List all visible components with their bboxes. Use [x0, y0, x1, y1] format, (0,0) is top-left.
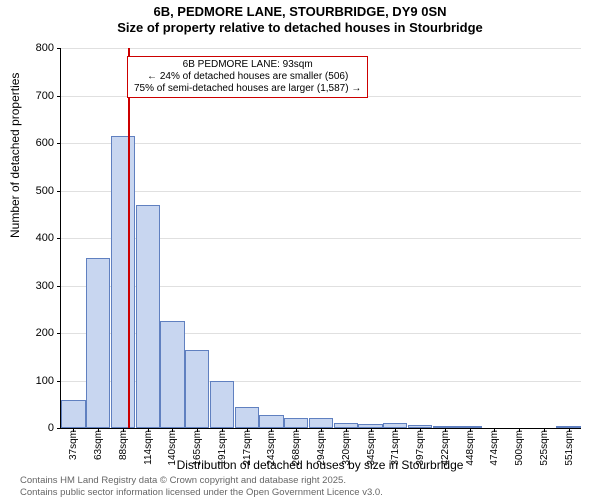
y-tick-label: 700	[14, 90, 54, 102]
histogram-bar	[136, 205, 160, 428]
y-tick-label: 400	[14, 232, 54, 244]
histogram-bar	[259, 415, 283, 428]
y-tick-label: 100	[14, 375, 54, 387]
x-tick-label: 320sqm	[341, 430, 352, 474]
y-tick-label: 800	[14, 42, 54, 54]
histogram-bar	[185, 350, 209, 428]
y-tick-mark	[57, 428, 61, 429]
x-tick-label: 474sqm	[489, 430, 500, 474]
chart-title-main: 6B, PEDMORE LANE, STOURBRIDGE, DY9 0SN	[0, 4, 600, 19]
x-tick-label: 140sqm	[167, 430, 178, 474]
y-tick-mark	[57, 96, 61, 97]
x-tick-label: 345sqm	[366, 430, 377, 474]
gridline	[61, 143, 581, 144]
histogram-bar	[284, 418, 308, 428]
x-tick-label: 243sqm	[266, 430, 277, 474]
x-tick-label: 448sqm	[465, 430, 476, 474]
x-tick-label: 294sqm	[316, 430, 327, 474]
gridline	[61, 48, 581, 49]
y-tick-mark	[57, 286, 61, 287]
y-tick-mark	[57, 48, 61, 49]
y-tick-mark	[57, 381, 61, 382]
histogram-bar	[86, 258, 110, 428]
y-tick-label: 0	[14, 422, 54, 434]
histogram-bar	[235, 407, 259, 428]
x-tick-label: 371sqm	[390, 430, 401, 474]
x-tick-label: 37sqm	[68, 430, 79, 474]
x-tick-label: 397sqm	[415, 430, 426, 474]
y-tick-label: 600	[14, 137, 54, 149]
x-tick-label: 191sqm	[217, 430, 228, 474]
chart-container: 6B, PEDMORE LANE, STOURBRIDGE, DY9 0SN S…	[0, 0, 600, 500]
histogram-bar	[160, 321, 184, 428]
y-tick-label: 500	[14, 185, 54, 197]
x-tick-label: 88sqm	[118, 430, 129, 474]
reference-line	[128, 48, 130, 428]
x-tick-label: 63sqm	[93, 430, 104, 474]
y-tick-label: 200	[14, 327, 54, 339]
histogram-bar	[61, 400, 85, 428]
y-tick-mark	[57, 143, 61, 144]
annotation-box: 6B PEDMORE LANE: 93sqm← 24% of detached …	[127, 56, 368, 98]
x-tick-label: 114sqm	[143, 430, 154, 474]
annotation-line: 6B PEDMORE LANE: 93sqm	[134, 59, 361, 71]
histogram-bar	[111, 136, 135, 428]
y-tick-mark	[57, 333, 61, 334]
x-tick-label: 525sqm	[539, 430, 550, 474]
footer-line2: Contains public sector information licen…	[20, 487, 383, 498]
chart-title-sub: Size of property relative to detached ho…	[0, 20, 600, 35]
plot-area: 6B PEDMORE LANE: 93sqm← 24% of detached …	[60, 48, 581, 429]
footer-line1: Contains HM Land Registry data © Crown c…	[20, 475, 383, 486]
annotation-line: ← 24% of detached houses are smaller (50…	[134, 71, 361, 83]
x-tick-label: 551sqm	[564, 430, 575, 474]
y-tick-label: 300	[14, 280, 54, 292]
footer-attribution: Contains HM Land Registry data © Crown c…	[20, 475, 383, 498]
x-tick-label: 165sqm	[192, 430, 203, 474]
x-tick-label: 217sqm	[242, 430, 253, 474]
x-tick-label: 422sqm	[440, 430, 451, 474]
histogram-bar	[309, 418, 333, 428]
x-tick-label: 268sqm	[291, 430, 302, 474]
y-tick-mark	[57, 238, 61, 239]
annotation-line: 75% of semi-detached houses are larger (…	[134, 83, 361, 95]
x-tick-label: 500sqm	[514, 430, 525, 474]
gridline	[61, 191, 581, 192]
y-tick-mark	[57, 191, 61, 192]
histogram-bar	[210, 381, 234, 428]
